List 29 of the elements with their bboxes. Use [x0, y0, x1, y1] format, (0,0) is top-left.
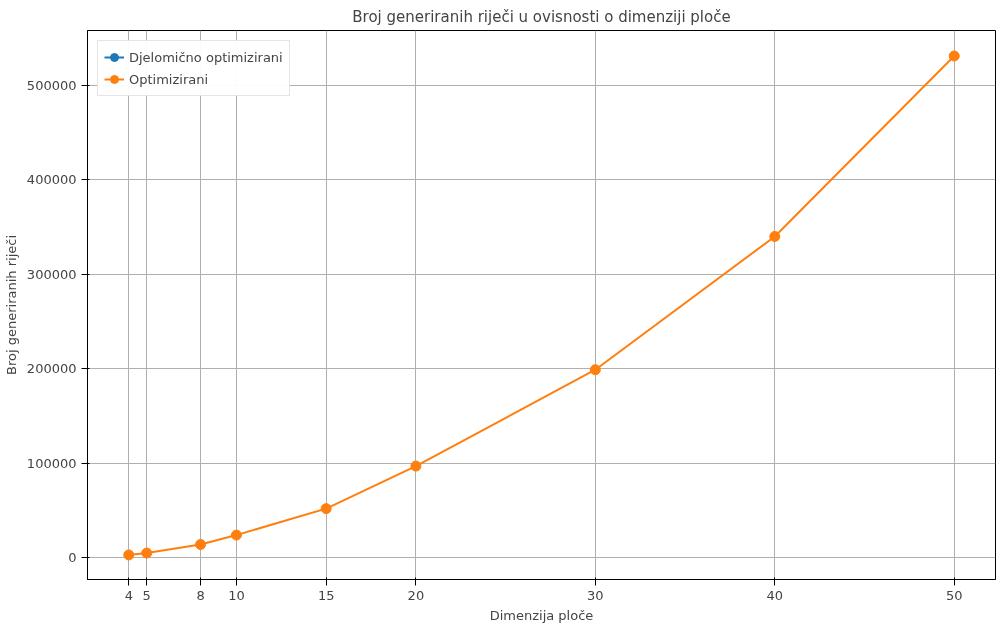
x-tick-label: 30 — [587, 587, 604, 603]
x-tick-label: 20 — [407, 587, 425, 603]
x-tick-label: 10 — [228, 587, 245, 603]
y-tick-label: 400000 — [26, 172, 77, 188]
y-tick-label: 500000 — [26, 77, 77, 93]
y-tick-label: 300000 — [26, 266, 77, 282]
y-axis-title: Broj generiranih riječi — [3, 235, 19, 375]
point — [769, 231, 781, 242]
chart-title: Broj generiranih riječi u ovisnosti o dimenziji ploče — [352, 7, 731, 26]
point — [410, 460, 422, 472]
x-tick-label: 40 — [766, 587, 784, 603]
point — [589, 364, 601, 376]
point — [230, 529, 242, 541]
y-tick-label: 100000 — [26, 455, 77, 471]
y-tick-label: 0 — [68, 550, 77, 566]
x-tick-label: 15 — [317, 587, 335, 603]
legend-label: Optimizirani — [129, 71, 209, 87]
x-tick-label: 50 — [945, 587, 963, 603]
point — [141, 547, 153, 559]
x-axis-title: Dimenzija ploče — [489, 607, 594, 623]
x-tick-label: 4 — [124, 587, 133, 603]
x-tick-label: 8 — [196, 587, 205, 603]
point — [948, 50, 960, 62]
y-tick-label: 200000 — [26, 361, 77, 377]
legend-label: Djelomično optimizirani — [129, 49, 283, 65]
point — [123, 549, 135, 561]
point — [320, 503, 332, 515]
x-tick-label: 5 — [142, 587, 151, 603]
point — [195, 539, 207, 551]
